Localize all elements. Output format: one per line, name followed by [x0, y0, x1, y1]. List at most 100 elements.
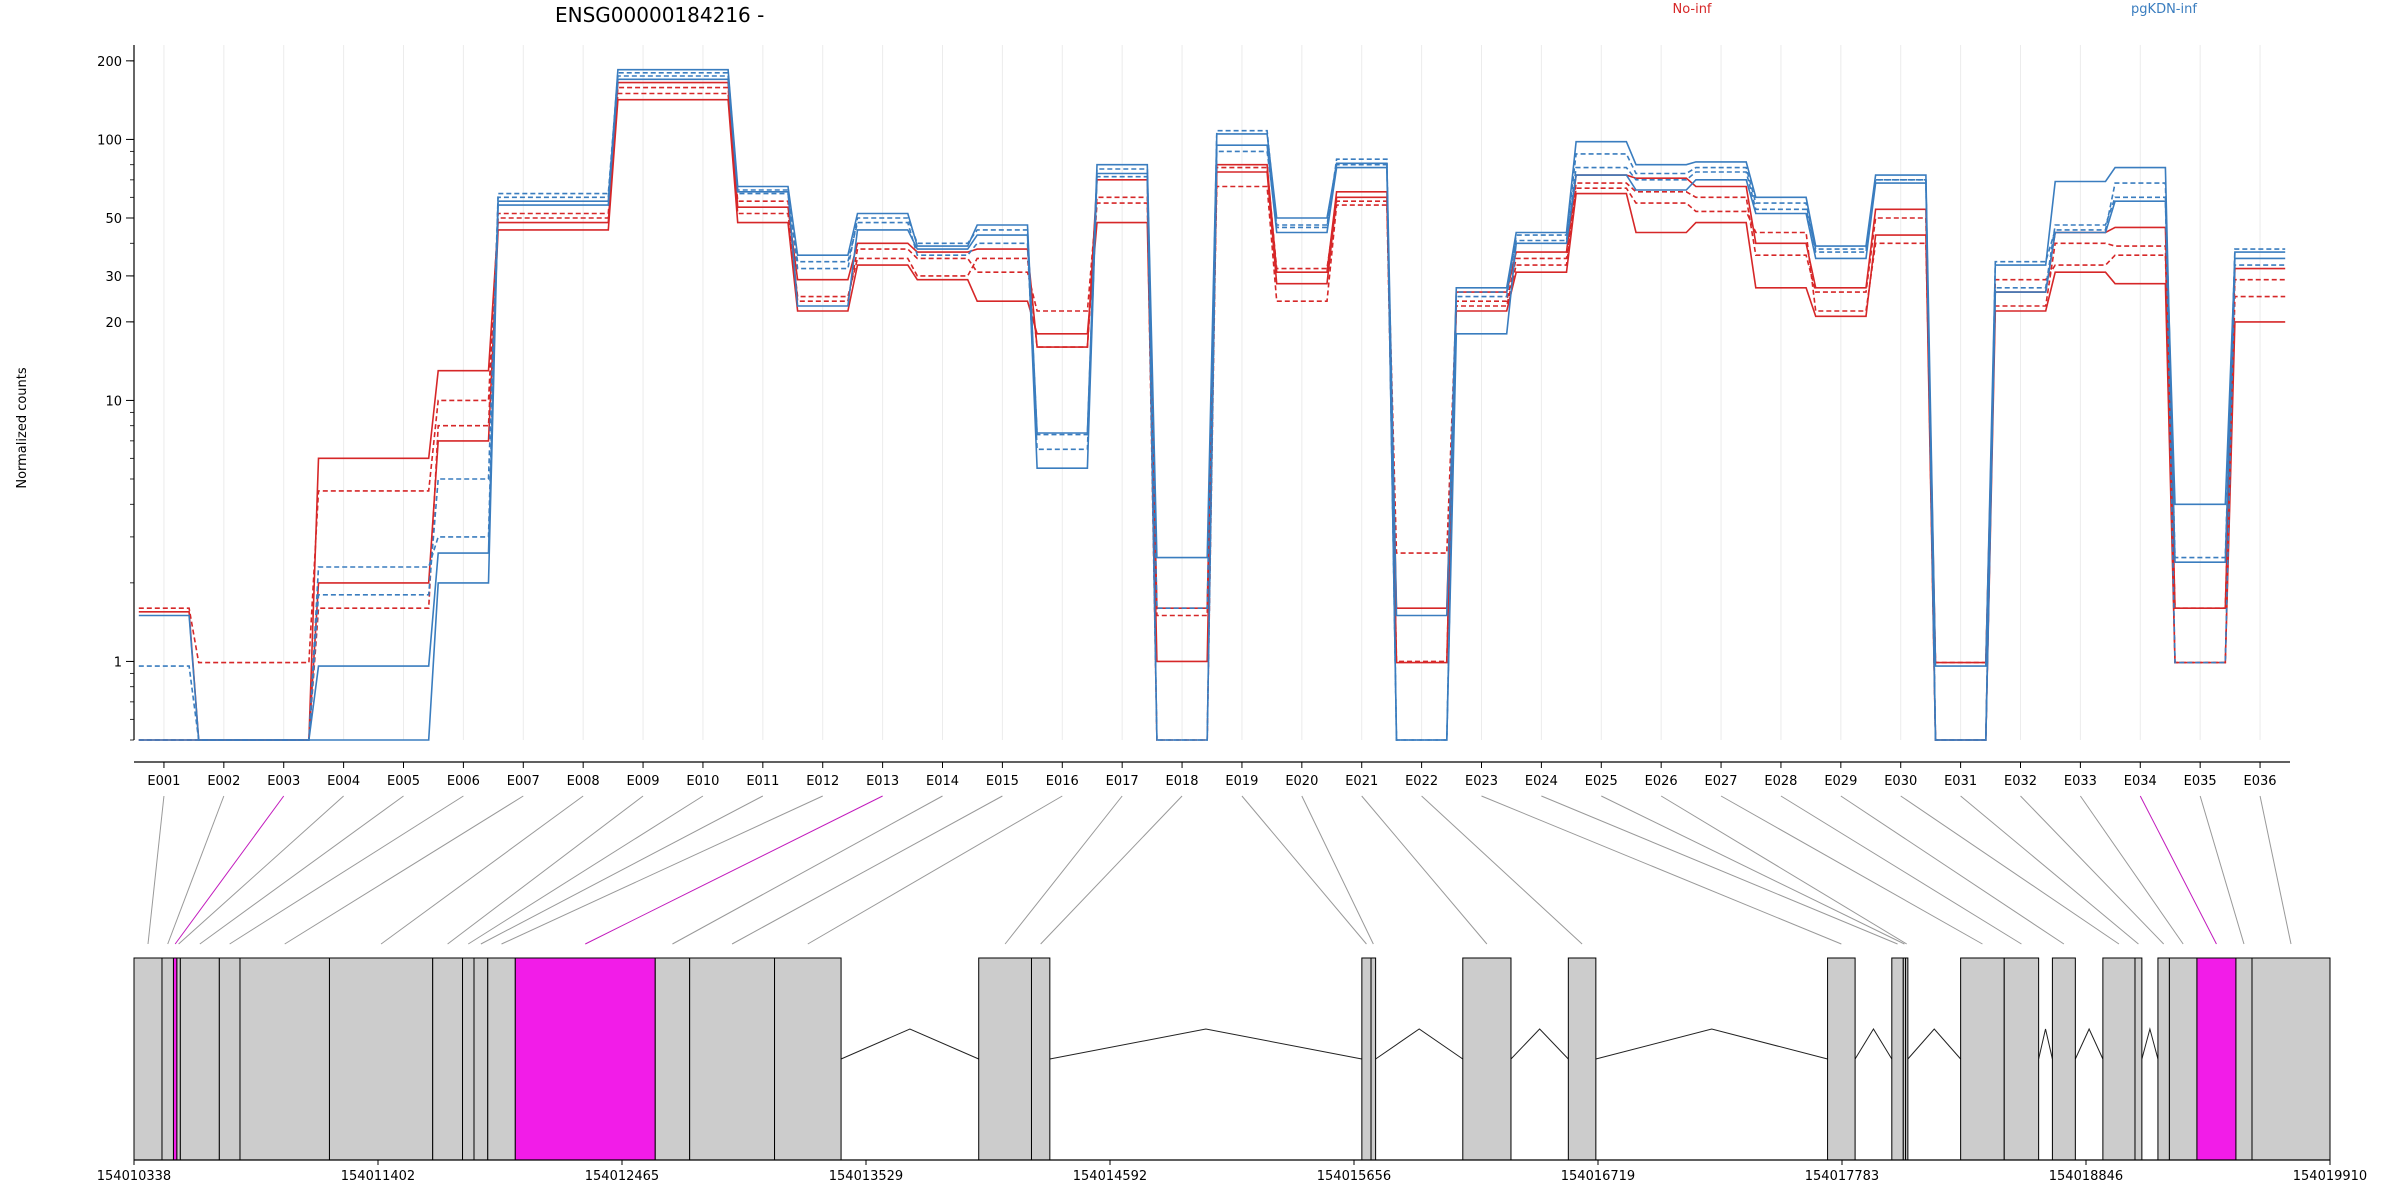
- series-lines: [138, 68, 2286, 741]
- y-tick-label: 1: [114, 655, 122, 670]
- exon-box: [133, 957, 163, 1161]
- exon-connector: [731, 795, 1003, 945]
- exon-connector: [1541, 795, 1898, 945]
- exon-connector: [178, 795, 344, 945]
- exon-box: [328, 957, 434, 1161]
- exon-connector: [284, 795, 524, 945]
- exon-connector: [2139, 795, 2217, 945]
- x-tick-label: E034: [2124, 774, 2157, 789]
- x-tick-label: E011: [746, 774, 779, 789]
- x-tick-label: E032: [2004, 774, 2037, 789]
- exon-box: [514, 957, 656, 1161]
- x-tick-label: E017: [1106, 774, 1139, 789]
- x-tick-label: E010: [686, 774, 719, 789]
- x-tick-label: E013: [866, 774, 899, 789]
- series-line-pgkdn-inf: [138, 72, 2286, 741]
- exon-connector: [167, 795, 225, 945]
- x-tick-label: E003: [267, 774, 300, 789]
- x-tick-label: E009: [627, 774, 660, 789]
- exon-connector: [1960, 795, 2139, 945]
- intron-line: [1375, 1028, 1464, 1060]
- y-tick-label: 200: [97, 55, 122, 70]
- y-tick-label: 50: [105, 212, 122, 227]
- exon-connector: [2020, 795, 2165, 945]
- exon-box: [1567, 957, 1597, 1161]
- exon-connector: [1241, 795, 1367, 945]
- exon-connector: [1660, 795, 1907, 945]
- series-line-pgkdn-inf: [138, 75, 2286, 741]
- chart-title: ENSG00000184216 -: [555, 3, 764, 27]
- x-tick-label: E030: [1884, 774, 1917, 789]
- exon-connector: [1040, 795, 1183, 945]
- x-tick-label: E006: [447, 774, 480, 789]
- x-tick-label: E015: [986, 774, 1019, 789]
- exon-connector: [174, 795, 285, 945]
- exon-connector: [2079, 795, 2184, 945]
- exon-connector: [1840, 795, 2065, 945]
- genomic-tick-label: 154016719: [1561, 1169, 1635, 1184]
- intron-line: [840, 1028, 979, 1060]
- exon-box: [462, 957, 475, 1161]
- intron-line: [2074, 1027, 2104, 1060]
- y-tick-label: 100: [97, 133, 122, 148]
- intron-line: [1595, 1028, 1828, 1060]
- intron-line: [1049, 1028, 1362, 1060]
- intron-line: [2141, 1027, 2159, 1060]
- exon-connector: [229, 795, 464, 945]
- exon-connector: [447, 795, 644, 945]
- exon-connector-lines: [147, 795, 2292, 945]
- exon-box: [218, 957, 241, 1161]
- x-tick-label: E007: [507, 774, 540, 789]
- x-tick-label: E004: [327, 774, 360, 789]
- gene-model: 154010338 154011402 154012465 154013529 1540…: [97, 957, 2367, 1184]
- y-tick-label: 20: [105, 316, 122, 331]
- exon-box: [1030, 957, 1051, 1161]
- exon-connector: [1601, 795, 1905, 945]
- exon-connector: [807, 795, 1063, 945]
- exon-box: [1905, 957, 1909, 1161]
- exon-box: [1462, 957, 1512, 1161]
- exon-box: [2196, 957, 2237, 1161]
- exon-box: [2134, 957, 2143, 1161]
- exon-box: [2102, 957, 2136, 1161]
- x-tick-label: E001: [147, 774, 180, 789]
- genomic-tick-label: 154014592: [1073, 1169, 1147, 1184]
- x-tick-label: E023: [1465, 774, 1498, 789]
- genomic-tick-label: 154010338: [97, 1169, 171, 1184]
- exon-box: [2251, 957, 2331, 1161]
- x-tick-label: E014: [926, 774, 959, 789]
- legend-entry-pgkdn-inf: pgKDN-inf: [2131, 2, 2197, 17]
- exon-box: [2003, 957, 2040, 1161]
- genomic-tick-label: 154012465: [585, 1169, 659, 1184]
- exon-connector: [2199, 795, 2245, 945]
- genomic-tick-label: 154013529: [829, 1169, 903, 1184]
- x-tick-label: E024: [1525, 774, 1558, 789]
- x-tick-label: E029: [1824, 774, 1857, 789]
- exon-box: [473, 957, 489, 1161]
- exon-box: [978, 957, 1032, 1161]
- x-tick-label: E028: [1764, 774, 1797, 789]
- exon-box: [774, 957, 842, 1161]
- exon-box: [654, 957, 691, 1161]
- exon-box: [1891, 957, 1904, 1161]
- exon-connector: [2259, 795, 2292, 945]
- exon-connector: [199, 795, 404, 945]
- exon-box: [172, 957, 178, 1161]
- exon-box: [432, 957, 464, 1161]
- genomic-tick-label: 154018846: [2049, 1169, 2123, 1184]
- x-tick-label: E033: [2064, 774, 2097, 789]
- y-tick-label: 10: [105, 394, 122, 409]
- chart-text: ENSG00000184216 - Normalized counts No-i…: [15, 2, 2197, 489]
- intron-line: [1854, 1028, 1893, 1060]
- x-tick-label: E012: [806, 774, 839, 789]
- exon-box: [239, 957, 330, 1161]
- exon-connector: [1720, 795, 1983, 945]
- exon-connector: [480, 795, 764, 945]
- genomic-tick-label: 154011402: [341, 1169, 415, 1184]
- axes: 1 10 20 30 50 100 200 E001 E002 E003 E004 E005 E006 E…: [97, 45, 2290, 789]
- exon-connector: [380, 795, 584, 945]
- x-tick-label: E031: [1944, 774, 1977, 789]
- x-tick-label: E019: [1225, 774, 1258, 789]
- exon-connector: [1004, 795, 1123, 945]
